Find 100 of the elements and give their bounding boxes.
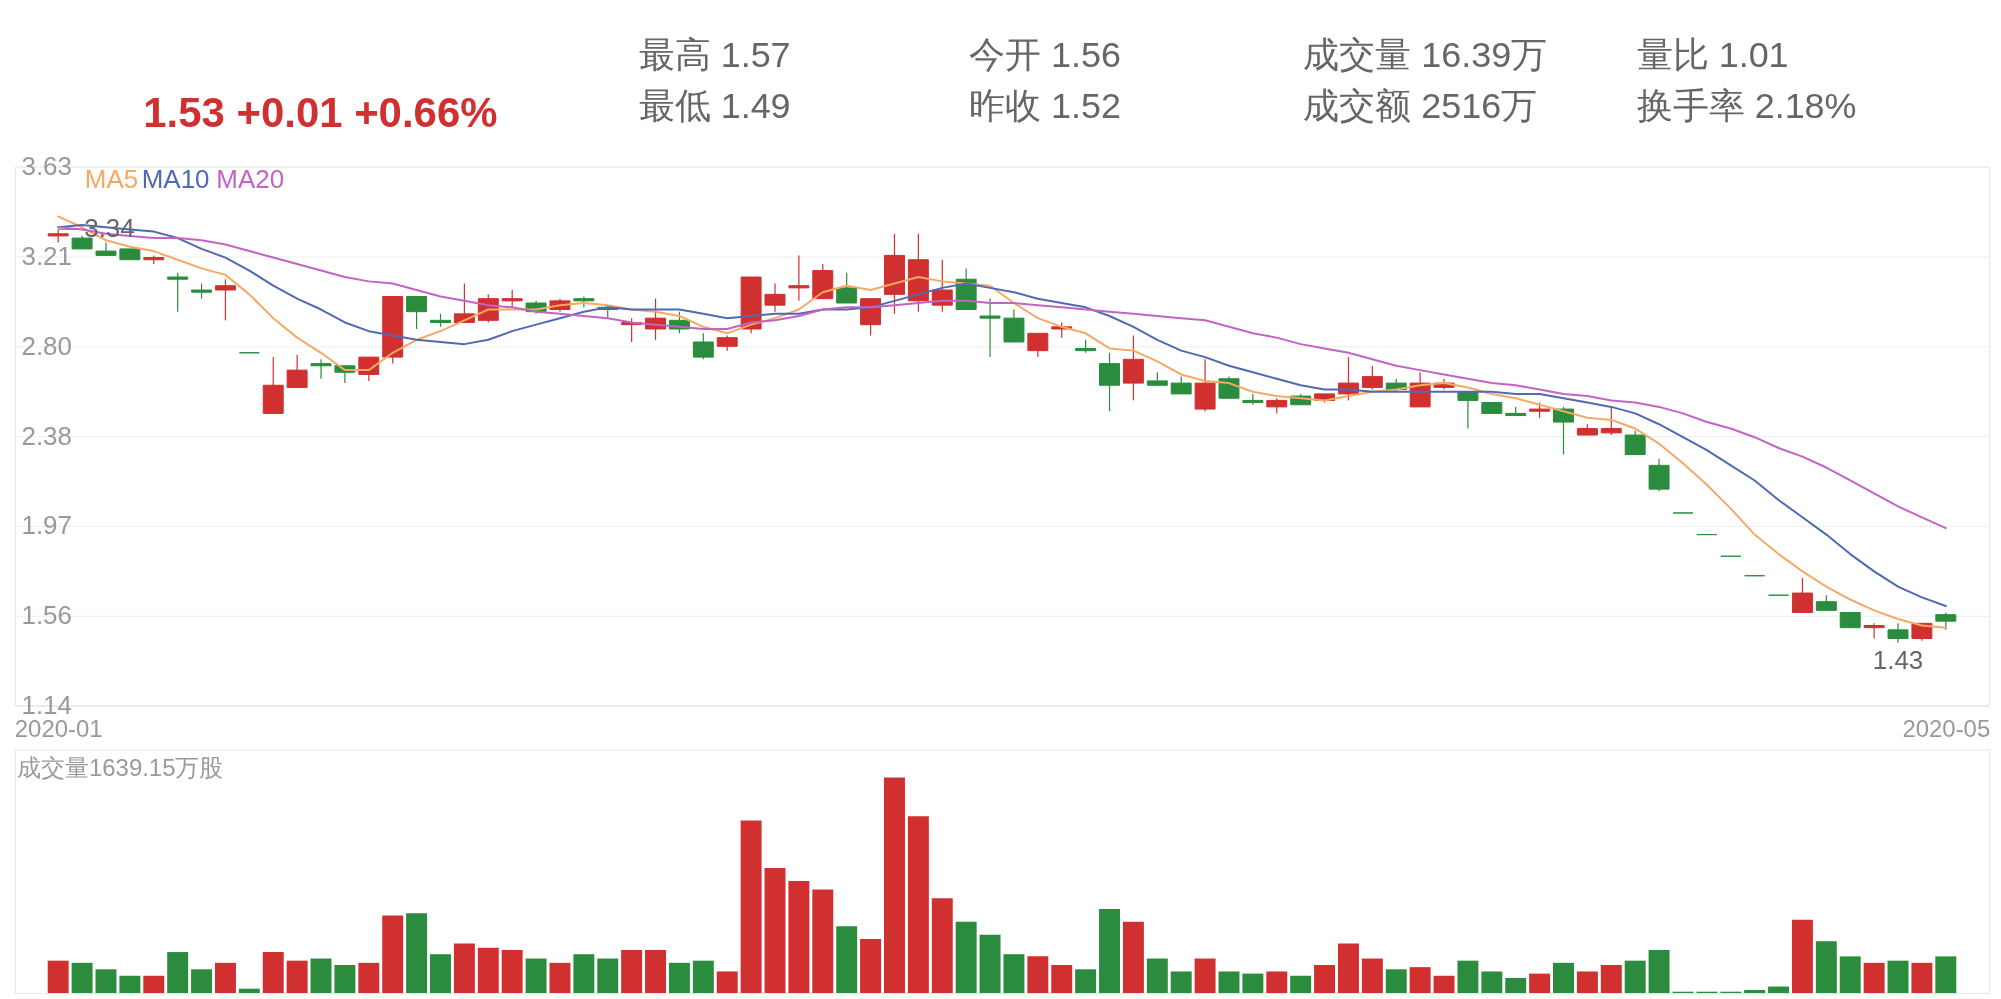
candlestick [1863, 622, 1885, 640]
bar [597, 958, 619, 994]
candlestick [1624, 430, 1646, 456]
bar [262, 952, 284, 994]
bar [955, 921, 977, 994]
text: 今开 1.56 [969, 33, 1121, 75]
candlestick [1887, 622, 1909, 644]
y-tick-label: 2.38 [21, 421, 72, 450]
annotation: 1.43 [1872, 645, 1924, 674]
bar [1600, 964, 1622, 994]
bar [812, 889, 834, 994]
candlestick [95, 241, 117, 256]
candlestick [764, 282, 786, 313]
bar [931, 898, 953, 994]
bar [740, 820, 762, 994]
bar [1266, 971, 1288, 994]
bar [214, 962, 236, 994]
bar [1505, 977, 1527, 994]
bar [1481, 971, 1503, 994]
bar [621, 949, 643, 994]
bar [1839, 956, 1861, 994]
series-label: MA5 [84, 164, 139, 193]
bar [1361, 958, 1383, 994]
text: MA20 [216, 164, 285, 193]
bar [1075, 969, 1097, 994]
bar [382, 915, 404, 994]
bar [47, 960, 69, 994]
bar [668, 962, 690, 994]
y-tick-label: 3.21 [21, 241, 72, 270]
bar [477, 947, 499, 994]
bar [406, 913, 428, 994]
bar [1194, 958, 1216, 994]
y-tick-label: 3.63 [21, 152, 72, 181]
bar [1887, 960, 1909, 994]
candlestick [286, 354, 308, 389]
bar [1791, 919, 1813, 994]
bar [191, 969, 213, 994]
candlestick [788, 254, 810, 302]
text: 成交量 16.39万 [1303, 33, 1548, 75]
bar [453, 943, 475, 994]
candlestick [1600, 406, 1622, 436]
bar [334, 964, 356, 994]
bar [716, 971, 738, 994]
bar [1815, 941, 1837, 994]
candlestick [310, 358, 332, 380]
candlestick [1242, 393, 1264, 406]
bar [430, 954, 451, 994]
bar [501, 949, 523, 994]
bar [1576, 971, 1598, 994]
text: 量比 1.01 [1636, 33, 1789, 75]
text: 昨收 1.52 [969, 84, 1121, 126]
bar [1027, 956, 1049, 994]
bar [143, 975, 165, 994]
bar [692, 960, 714, 994]
y-tick-label: 1.56 [21, 601, 72, 630]
candlestick [1099, 352, 1120, 412]
bar [1935, 956, 1957, 994]
bar [1433, 975, 1455, 994]
bar [1051, 964, 1073, 994]
bar [1218, 971, 1240, 994]
bar [95, 969, 117, 994]
bar [979, 934, 1001, 994]
bar [1385, 969, 1407, 994]
candlestick [1027, 332, 1049, 358]
series-label: MA10 [141, 164, 210, 193]
bar [764, 867, 786, 994]
bar [1744, 989, 1766, 994]
bar [1099, 908, 1120, 994]
candlestick [406, 295, 428, 330]
bar [907, 816, 929, 994]
bar [1146, 958, 1168, 994]
bar [71, 962, 93, 994]
y-tick-label: 1.97 [21, 511, 72, 540]
text: 最低 1.49 [638, 84, 791, 126]
x-tick-label: 2020-05 [1902, 715, 1991, 743]
bar [884, 777, 905, 994]
bar [1290, 975, 1312, 994]
bar [238, 988, 260, 994]
bar [645, 949, 667, 994]
bar [549, 962, 571, 994]
candlestick [214, 278, 236, 321]
bar [167, 952, 189, 994]
text: 最高 1.57 [638, 33, 791, 75]
bar [1337, 943, 1359, 994]
bar [573, 954, 595, 994]
bar [860, 939, 882, 994]
candlestick [836, 272, 858, 304]
candlestick [1791, 577, 1813, 614]
bar [1457, 960, 1479, 994]
bar [836, 926, 858, 994]
bar [1768, 986, 1790, 994]
bar [525, 958, 547, 994]
bar [1122, 921, 1144, 994]
text: 成交额 2516万 [1303, 84, 1538, 126]
bar [1863, 962, 1885, 994]
bar [1624, 960, 1646, 994]
bar [310, 958, 332, 994]
y-tick-label: 2.80 [21, 331, 72, 360]
chart-subtitle: 1.53 +0.01 +0.66% [143, 88, 498, 136]
bar [358, 962, 380, 994]
